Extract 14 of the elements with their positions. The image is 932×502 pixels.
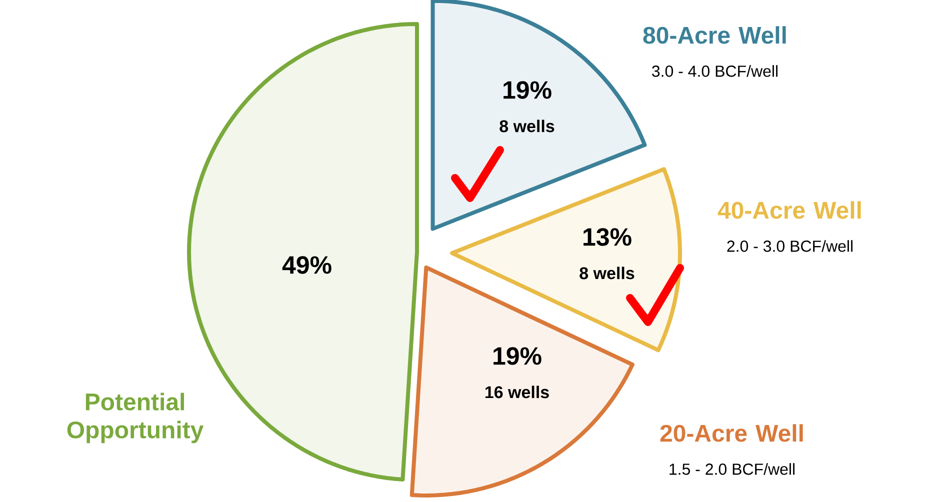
slice-label: 40-Acre Well xyxy=(718,201,861,219)
text: 8 wells xyxy=(500,120,554,132)
text: 16 wells xyxy=(485,386,549,398)
text: 2.0 - 3.0 BCF/well xyxy=(727,240,852,252)
slice-label: 80-Acre Well xyxy=(643,26,786,44)
slice-label: Potential Opportunity xyxy=(67,392,204,444)
data-label: 13% xyxy=(584,228,632,246)
text: 3.0 - 4.0 BCF/well xyxy=(652,65,778,77)
slice-label: 20-Acre Well xyxy=(660,424,803,442)
data-label: 49% xyxy=(282,256,332,274)
text: 8 wells xyxy=(580,266,634,280)
data-label: 19% xyxy=(494,347,542,365)
text: 1.5 - 2.0 BCF/well xyxy=(670,463,794,475)
data-label: 19% xyxy=(504,81,552,99)
